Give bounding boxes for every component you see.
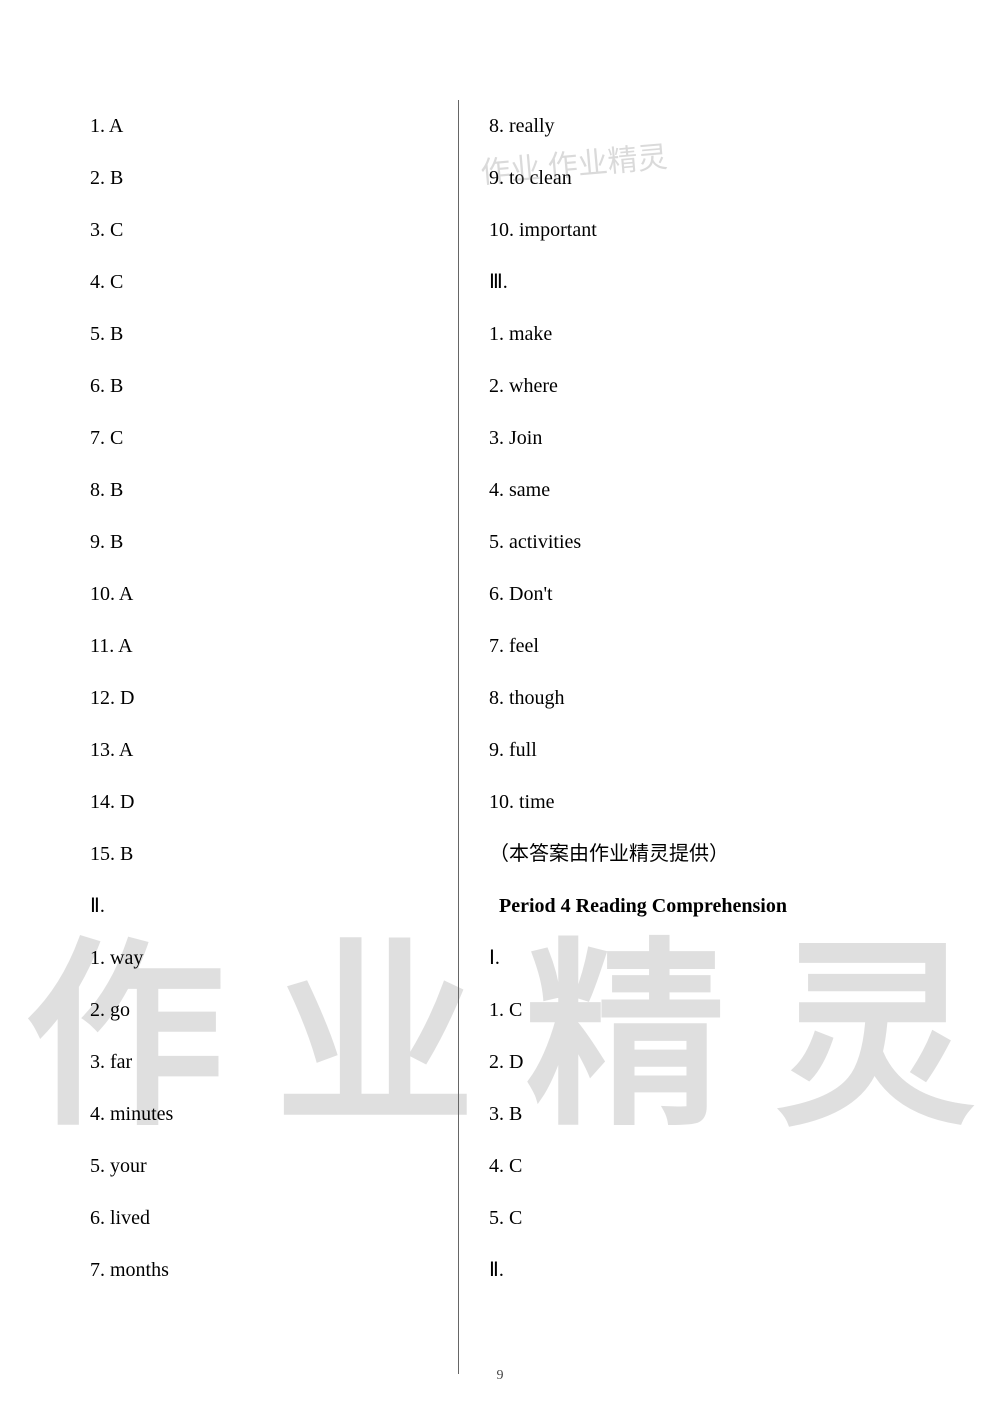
page-container: 作业 作业精灵 作 业 精 灵 1. A 2. B 3. C 4. C 5. B… (0, 0, 1000, 1414)
answer-item: 10. time (479, 776, 920, 828)
answer-item: 1. way (80, 932, 438, 984)
answer-item: 15. B (80, 828, 438, 880)
answer-item: 2. where (479, 360, 920, 412)
answer-item: 8. really (479, 100, 920, 152)
answer-item: 4. minutes (80, 1088, 438, 1140)
answer-item: 6. lived (80, 1192, 438, 1244)
answer-item: 2. B (80, 152, 438, 204)
answer-item: 7. feel (479, 620, 920, 672)
section-header: Ⅱ. (479, 1244, 920, 1296)
answer-item: 9. to clean (479, 152, 920, 204)
answer-item: 6. B (80, 360, 438, 412)
answer-item: 12. D (80, 672, 438, 724)
answer-item: 4. C (479, 1140, 920, 1192)
answer-item: 8. B (80, 464, 438, 516)
left-column: 1. A 2. B 3. C 4. C 5. B 6. B 7. C 8. B … (80, 100, 458, 1374)
section-header: Ⅲ. (479, 256, 920, 308)
answer-item: 2. go (80, 984, 438, 1036)
answer-item: 1. A (80, 100, 438, 152)
period-header: Period 4 Reading Comprehension (479, 880, 920, 932)
answer-item: 6. Don't (479, 568, 920, 620)
two-column-layout: 1. A 2. B 3. C 4. C 5. B 6. B 7. C 8. B … (80, 100, 920, 1374)
page-number: 9 (497, 1368, 504, 1384)
answer-item: 1. make (479, 308, 920, 360)
answer-item: 5. activities (479, 516, 920, 568)
answer-item: 2. D (479, 1036, 920, 1088)
answer-item: 7. C (80, 412, 438, 464)
answer-item: 8. though (479, 672, 920, 724)
answer-item: 7. months (80, 1244, 438, 1296)
answer-item: 10. important (479, 204, 920, 256)
answer-item: 11. A (80, 620, 438, 672)
attribution-text: （本答案由作业精灵提供） (479, 828, 920, 880)
section-header: Ⅱ. (80, 880, 438, 932)
answer-item: 9. full (479, 724, 920, 776)
answer-item: 3. far (80, 1036, 438, 1088)
answer-item: 5. B (80, 308, 438, 360)
answer-item: 4. C (80, 256, 438, 308)
answer-item: 3. C (80, 204, 438, 256)
answer-item: 5. C (479, 1192, 920, 1244)
answer-item: 3. B (479, 1088, 920, 1140)
answer-item: 10. A (80, 568, 438, 620)
section-header: Ⅰ. (479, 932, 920, 984)
answer-item: 4. same (479, 464, 920, 516)
right-column: 8. really 9. to clean 10. important Ⅲ. 1… (458, 100, 920, 1374)
answer-item: 3. Join (479, 412, 920, 464)
answer-item: 1. C (479, 984, 920, 1036)
answer-item: 13. A (80, 724, 438, 776)
answer-item: 9. B (80, 516, 438, 568)
answer-item: 5. your (80, 1140, 438, 1192)
answer-item: 14. D (80, 776, 438, 828)
